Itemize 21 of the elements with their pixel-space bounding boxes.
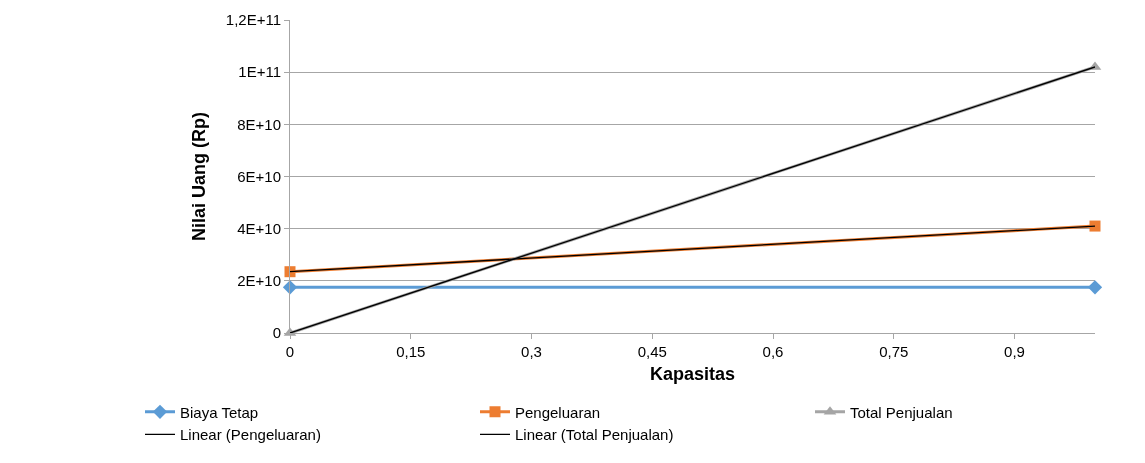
x-tick-label: 0,45 — [637, 343, 667, 360]
legend-label: Total Penjualan — [850, 403, 953, 421]
y-tick-label: 8E+10 — [237, 115, 281, 133]
x-tick-label: 0,9 — [1004, 343, 1025, 360]
legend-label: Biaya Tetap — [180, 403, 259, 421]
x-tick-label: 0,15 — [396, 343, 426, 360]
y-axis-title: Nilai Uang (Rp) — [189, 112, 209, 241]
x-tick-label: 0 — [285, 343, 295, 360]
y-tick-label: 0 — [272, 324, 281, 342]
legend-label: Pengeluaran — [515, 403, 601, 421]
x-tick-label: 0,6 — [762, 343, 784, 360]
legend-label: Linear (Total Penjualan) — [515, 426, 674, 444]
legend-label: Linear (Pengeluaran) — [180, 426, 321, 444]
y-tick-label: 1E+11 — [238, 63, 281, 81]
x-tick-label: 0,75 — [879, 343, 909, 360]
y-tick-label: 4E+10 — [237, 219, 281, 237]
y-tick-label: 1,2E+11 — [225, 11, 281, 29]
x-axis-title: Kapasitas — [649, 364, 736, 385]
y-tick-label: 2E+10 — [237, 272, 281, 290]
y-tick-label: 6E+10 — [237, 167, 281, 185]
x-tick-label: 0,3 — [521, 343, 542, 360]
